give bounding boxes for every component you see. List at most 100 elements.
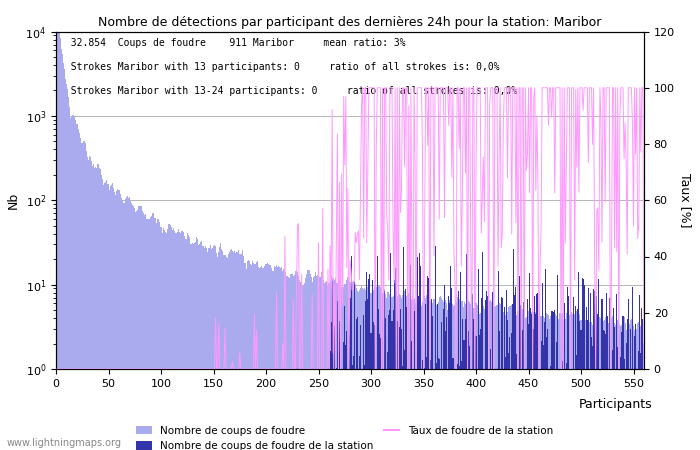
Bar	[204, 247, 206, 450]
Bar	[225, 257, 227, 450]
Bar	[343, 287, 344, 450]
Bar	[578, 315, 580, 450]
Bar	[330, 322, 332, 450]
Bar	[127, 196, 128, 450]
Bar	[578, 272, 580, 450]
Bar	[277, 267, 278, 450]
Bar	[540, 316, 542, 450]
Bar	[486, 291, 487, 450]
Bar	[573, 312, 574, 450]
Bar	[155, 218, 156, 450]
Bar	[492, 292, 493, 450]
Bar	[244, 263, 246, 450]
Bar	[547, 315, 548, 450]
Bar	[569, 369, 570, 450]
Bar	[305, 279, 307, 450]
Bar	[575, 312, 576, 450]
Bar	[279, 267, 280, 450]
Bar	[470, 304, 471, 450]
Bar	[555, 369, 556, 450]
Bar	[612, 316, 613, 450]
Bar	[380, 287, 381, 450]
Bar	[598, 318, 599, 450]
Bar	[475, 336, 477, 450]
Bar	[452, 358, 454, 450]
Bar	[316, 276, 317, 450]
Bar	[185, 239, 186, 450]
Bar	[167, 229, 168, 450]
Bar	[103, 185, 104, 450]
Y-axis label: Nb: Nb	[7, 192, 20, 209]
Bar	[571, 369, 572, 450]
Bar	[622, 320, 624, 450]
Bar	[386, 298, 387, 450]
Bar	[97, 164, 99, 450]
Bar	[256, 262, 257, 450]
Bar	[364, 288, 365, 450]
Bar	[426, 295, 427, 450]
Bar	[522, 329, 523, 450]
Bar	[370, 293, 372, 450]
Bar	[107, 184, 108, 450]
Bar	[443, 309, 444, 450]
Bar	[466, 254, 467, 450]
Bar	[510, 369, 511, 450]
Bar	[359, 290, 360, 450]
Bar	[88, 160, 89, 450]
Bar	[102, 179, 103, 450]
Bar	[152, 213, 153, 450]
Bar	[330, 276, 332, 450]
Bar	[260, 267, 261, 450]
Bar	[387, 292, 388, 450]
Text: 32.854  Coups de foudre    911 Maribor     mean ratio: 3%: 32.854 Coups de foudre 911 Maribor mean …	[59, 38, 405, 48]
Bar	[90, 158, 91, 450]
Bar	[425, 304, 426, 450]
Bar	[467, 301, 468, 450]
Bar	[469, 302, 470, 450]
Bar	[313, 277, 314, 450]
Title: Nombre de détections par participant des dernières 24h pour la station: Maribor: Nombre de détections par participant des…	[98, 16, 602, 29]
Bar	[632, 287, 633, 450]
Bar	[603, 331, 605, 450]
Bar	[170, 225, 171, 450]
Bar	[208, 248, 209, 450]
Bar	[427, 299, 428, 450]
Bar	[588, 288, 589, 450]
Bar	[500, 306, 502, 450]
Bar	[216, 253, 217, 450]
Bar	[588, 324, 589, 450]
Bar	[617, 320, 618, 450]
Bar	[93, 164, 95, 450]
Bar	[263, 269, 265, 450]
Bar	[87, 158, 88, 450]
Bar	[572, 369, 573, 450]
Bar	[542, 321, 543, 450]
Bar	[356, 320, 357, 450]
Bar	[354, 281, 355, 450]
Bar	[547, 329, 548, 450]
Bar	[60, 38, 61, 450]
Bar	[551, 311, 552, 450]
Bar	[376, 369, 377, 450]
Bar	[393, 297, 395, 450]
Bar	[265, 264, 267, 450]
Bar	[475, 303, 477, 450]
Bar	[86, 150, 87, 450]
Bar	[638, 351, 639, 450]
Bar	[542, 345, 544, 450]
Bar	[346, 331, 347, 450]
Bar	[353, 356, 354, 450]
Bar	[573, 297, 574, 450]
Bar	[295, 271, 296, 450]
Bar	[504, 307, 505, 450]
Bar	[74, 116, 76, 450]
Bar	[377, 256, 378, 450]
Bar	[606, 315, 607, 450]
Bar	[584, 320, 586, 450]
Bar	[445, 331, 446, 450]
Bar	[526, 369, 527, 450]
Bar	[592, 324, 593, 450]
Bar	[315, 272, 316, 450]
Bar	[275, 267, 276, 450]
Bar	[557, 275, 559, 450]
